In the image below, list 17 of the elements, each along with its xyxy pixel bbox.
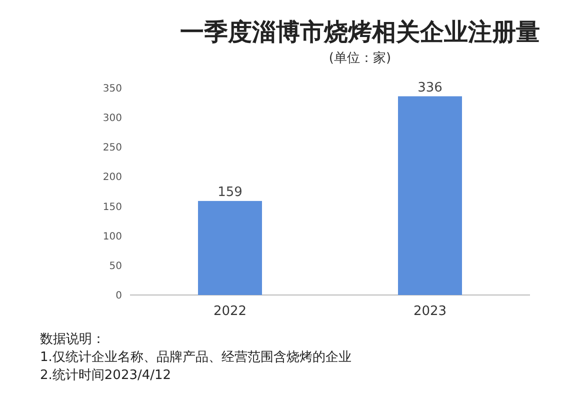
text: 数据说明：: [40, 332, 105, 347]
text: 1.仅统计企业名称、品牌产品、经营范围含烧烤的企业: [40, 350, 352, 365]
y-tick-label: 100: [102, 231, 122, 242]
y-tick-label: 0: [116, 290, 122, 302]
data-label: 159: [218, 184, 242, 200]
y-tick-label: 150: [102, 202, 122, 213]
x-tick-label: 2023: [413, 304, 447, 319]
y-tick-label: 300: [102, 113, 122, 124]
data-label: 336: [418, 80, 442, 96]
y-tick-label: 50: [109, 260, 122, 272]
chart-title: 一季度淄博市烧烤相关企业注册量: [180, 18, 540, 46]
x-tick-label: 2022: [213, 304, 247, 319]
y-tick-label: 350: [102, 84, 122, 94]
text: 2.统计时间2023/4/12: [40, 368, 172, 383]
chart-subtitle: (单位：家): [328, 50, 392, 66]
y-tick-label: 200: [102, 172, 122, 184]
y-tick-label: 250: [102, 142, 122, 154]
